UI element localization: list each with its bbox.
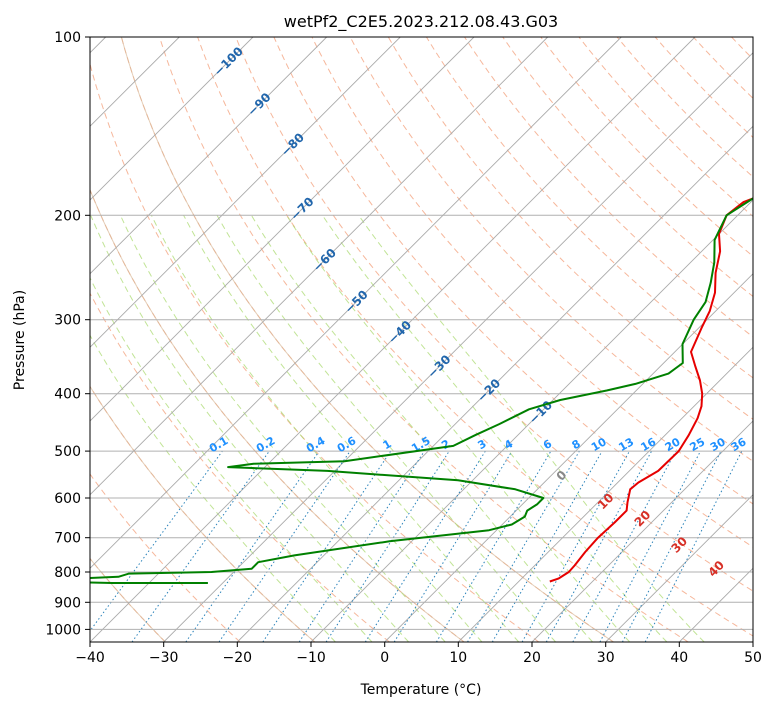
dry-adiabat-line [90,473,241,642]
y-tick-label: 500 [54,444,81,460]
dewpoint-line [90,197,753,584]
y-tick-label: 200 [54,208,81,224]
y-tick-label: 100 [54,30,81,46]
dry-adiabat-line [273,37,753,548]
dry-adiabat-line [90,292,390,642]
mixing-ratio-line [325,450,450,642]
theta-line [90,188,465,642]
x-tick-label: 40 [670,650,688,666]
dry-adiabat-line [425,37,753,379]
theta-line [90,385,316,642]
isotherm-line [90,37,622,569]
moist-adiabat-line [216,215,556,642]
isotherm-line [605,494,753,642]
y-tick-label: 300 [54,313,81,329]
y-tick-label: 600 [54,491,81,507]
moist-adiabat-line [250,215,593,642]
mixing-ratio-line [185,450,320,642]
isotherm-line [163,52,753,642]
mixing-ratio-line [218,450,351,642]
x-tick-label: −10 [296,650,326,666]
mixing-ratio-line [491,450,603,642]
y-tick-label: 700 [54,531,81,547]
x-tick-label: 50 [744,650,762,666]
x-axis-label: Temperature (°C) [360,682,482,698]
y-tick-label: 400 [54,387,81,403]
moist-adiabat-line [90,215,409,642]
mixing-ratio-line [364,450,486,642]
y-tick-label: 900 [54,595,81,611]
x-tick-label: −20 [223,650,253,666]
x-tick-label: 0 [380,650,389,666]
x-tick-label: 10 [449,650,467,666]
isotherm-line [90,37,328,275]
isotherm-line [384,273,753,642]
y-tick-label: 800 [54,565,81,581]
isotherm-line [236,125,753,642]
isotherm-line [457,346,753,642]
chart-title: wetPf2_C2E5.2023.212.08.43.G03 [284,12,558,32]
theta-line [90,557,166,642]
y-axis-label: Pressure (hPa) [12,290,28,390]
mixing-ratio-line [545,450,653,642]
theta-line [120,37,614,642]
x-axis: −40 −30 −20 −10 0 10 20 30 40 50 [75,642,762,666]
isotherm-line [90,37,549,496]
temperature-line [549,197,753,583]
isotherm-line [90,37,475,422]
isotherm-line [90,37,696,642]
moist-adiabat-line [358,215,705,642]
x-tick-label: −30 [149,650,179,666]
background-lines [90,37,753,642]
moist-adiabat-line [90,334,336,642]
dry-adiabat-line [349,37,753,462]
dry-adiabat-line [502,37,753,298]
isotherm-line [90,37,254,201]
mixing-ratio-line [467,450,580,642]
plot-frame [89,36,754,643]
y-tick-label: 1000 [45,622,81,638]
moist-adiabat-line [90,276,373,642]
isotherm-line [310,199,753,642]
mixing-ratio-line [435,450,552,642]
moist-adiabat-line [321,215,668,642]
dry-adiabat-line [464,37,753,338]
isotherm-line [90,37,401,348]
profile-lines [90,197,753,584]
x-tick-label: −40 [75,650,105,666]
dry-adiabat-line [159,37,689,642]
dry-adiabat-line [387,37,753,420]
y-axis: 100 200 300 400 500 600 700 800 900 1000 [45,30,90,638]
dry-adiabat-line [311,37,753,505]
dry-adiabat-line [235,37,753,592]
mixing-ratio-line [521,450,630,642]
mixing-ratio-line [393,450,513,642]
isotherm-line [531,420,753,642]
x-tick-label: 30 [597,650,615,666]
mixing-ratio-line [572,450,677,642]
x-tick-label: 20 [523,650,541,666]
